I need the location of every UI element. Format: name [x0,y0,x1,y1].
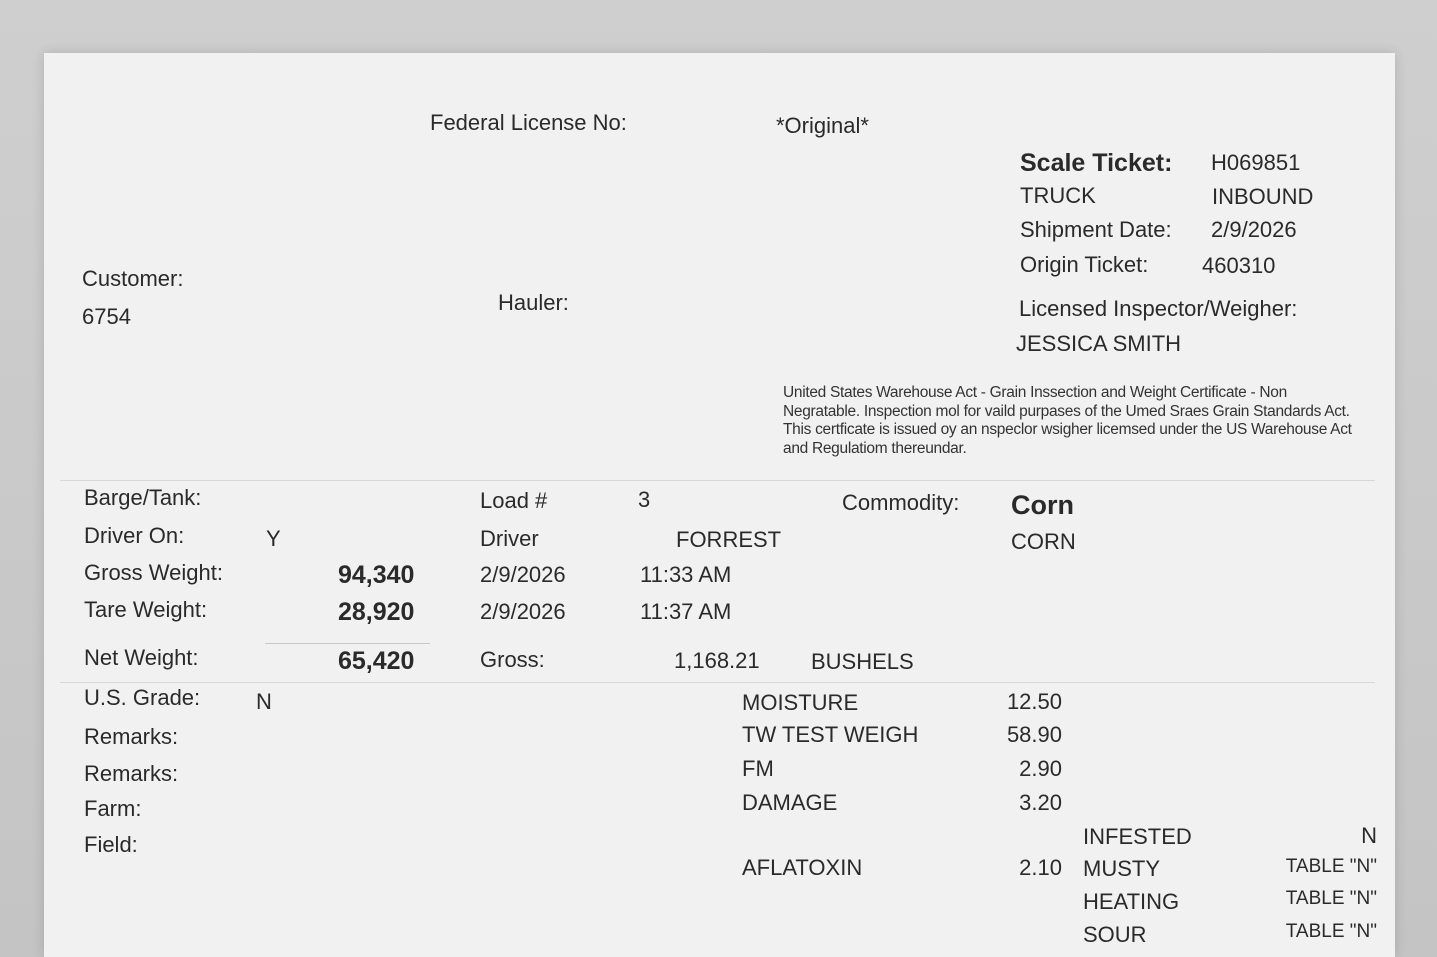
commodity: Corn [1011,490,1074,520]
flag-value: N [1361,823,1377,848]
factor-name: AFLATOXIN [742,855,863,880]
remarks-label: Remarks: [84,761,179,786]
hauler-label: Hauler: [498,290,569,315]
inspector-name: JESSICA SMITH [1016,331,1182,356]
commodity-label: Commodity: [842,490,960,515]
gross-weight: 94,340 [338,561,415,589]
gross-weight-label: Gross Weight: [84,560,223,585]
driver-label: Driver [480,526,539,551]
factor-name: TW TEST WEIGH [742,724,919,746]
commodity-code: CORN [1011,529,1076,554]
driver-on-label: Driver On: [84,523,185,548]
factor-value: 2.90 [1019,756,1062,781]
flag-value: TABLE "N" [1285,888,1377,909]
certificate-text: United States Warehouse Act - Grain Inss… [783,384,1352,457]
flag-value: TABLE "N" [1285,856,1377,877]
flag-name: MUSTY [1083,856,1160,881]
sum-line [265,643,430,644]
field-label: Field: [84,832,138,857]
direction: INBOUND [1212,184,1314,209]
shipment-date-label: Shipment Date: [1020,217,1172,242]
flag-name: INFESTED [1083,824,1192,849]
mode: TRUCK [1020,183,1096,208]
factor-value: 12.50 [1006,689,1062,714]
inspector-label: Licensed Inspector/Weigher: [1019,296,1298,321]
load-no: 3 [638,487,651,512]
origin-ticket-label: Origin Ticket: [1020,252,1149,277]
factor-name: DAMAGE [742,790,838,815]
scale-ticket-label: Scale Ticket: [1020,149,1173,177]
scale-ticket-no: H069851 [1211,150,1301,175]
gross-bushels-label: Gross: [480,647,545,672]
tare-date: 2/9/2026 [480,599,566,624]
tare-weight: 28,920 [338,598,415,626]
origin-ticket: 460310 [1202,253,1276,278]
driver-on: Y [266,526,281,551]
tare-time: 11:37 AM [640,599,732,624]
factor-value: 3.20 [1019,790,1062,815]
gross-date: 2/9/2026 [480,562,566,587]
farm-label: Farm: [84,796,142,821]
factor-name: MOISTURE [742,690,859,715]
remarks-label: Remarks: [84,724,179,749]
factor-name: FM [742,756,774,781]
gross-time: 11:33 AM [640,562,732,587]
federal-license-label: Federal License No: [430,110,627,135]
customer-label: Customer: [82,266,184,291]
scale-ticket-document [44,53,1395,957]
customer-no: 6754 [82,304,131,329]
driver-name: FORREST [676,527,782,552]
divider [60,480,1375,481]
load-no-label: Load # [480,488,548,513]
divider [60,682,1375,683]
shipment-date: 2/9/2026 [1211,217,1297,242]
copy-type: *Original* [776,113,869,138]
tare-weight-label: Tare Weight: [84,597,208,622]
barge-label: Barge/Tank: [84,485,202,510]
net-weight: 65,420 [338,647,415,675]
factor-value: 58.90 [1006,722,1062,747]
flag-value: TABLE "N" [1285,921,1377,942]
bushels-unit: BUSHELS [811,649,914,674]
factor-value: 2.10 [1019,855,1062,880]
flag-name: HEATING [1083,889,1180,914]
net-weight-label: Net Weight: [84,645,199,670]
us-grade-label: U.S. Grade: [84,685,201,710]
flag-name: SOUR [1083,922,1147,947]
gross-bushels: 1,168.21 [674,648,760,673]
us-grade: N [256,689,272,714]
